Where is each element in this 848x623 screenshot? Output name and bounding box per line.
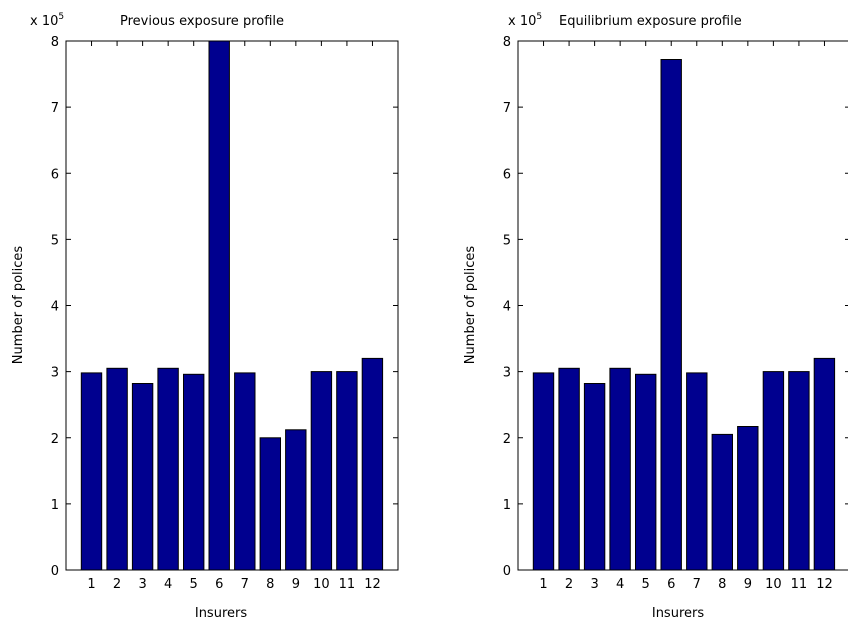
y-tick-label-4: 4 (503, 300, 511, 315)
bar-1 (80, 372, 103, 571)
y-tick-label-0: 0 (503, 564, 511, 579)
bar-11 (336, 371, 358, 571)
x-tick-label-3: 3 (590, 577, 598, 592)
y-tick-label-6: 6 (51, 167, 59, 182)
x-axis-label: Insurers (652, 606, 704, 621)
chart-panel-equilibrium: x 105 Equilibrium exposure profile Numbe… (463, 12, 848, 621)
bars (80, 40, 384, 571)
y-tick-label-5: 5 (503, 233, 511, 248)
bar-3 (131, 383, 154, 571)
x-tick-label-1: 1 (539, 577, 547, 592)
bar-8 (259, 437, 282, 571)
y-tick-label-5: 5 (51, 233, 59, 248)
y-tick-label-7: 7 (503, 101, 511, 116)
x-tick-label-9: 9 (292, 577, 300, 592)
bar-12 (361, 357, 384, 571)
x-tick-label-8: 8 (718, 577, 726, 592)
x-tick-label-2: 2 (113, 577, 121, 592)
x-tick-label-1: 1 (87, 577, 95, 592)
x-tick-label-5: 5 (642, 577, 650, 592)
x-tick-label-7: 7 (693, 577, 701, 592)
y-tick-label-0: 0 (51, 564, 59, 579)
plot-frame (517, 40, 848, 571)
x-tick-label-12: 12 (816, 577, 833, 592)
bar-7 (234, 372, 256, 571)
y-tick-label-1: 1 (503, 498, 511, 513)
x-tick-label-7: 7 (241, 577, 249, 592)
bar-3 (583, 383, 606, 571)
y-tick-label-2: 2 (503, 432, 511, 447)
bar-5 (635, 373, 657, 571)
bar-9 (285, 429, 307, 571)
y-axis-label: Number of polices (11, 246, 26, 365)
x-tick-label-4: 4 (616, 577, 624, 592)
x-tick-label-8: 8 (266, 577, 274, 592)
bar-7 (686, 372, 708, 571)
x-tick-label-12: 12 (364, 577, 381, 592)
bar-8 (711, 433, 733, 571)
x-tick-label-11: 11 (791, 577, 808, 592)
bar-11 (788, 371, 810, 571)
y-tick-label-3: 3 (503, 366, 511, 381)
x-tick-label-10: 10 (765, 577, 782, 592)
x-tick-label-5: 5 (190, 577, 198, 592)
y-tick-label-6: 6 (503, 167, 511, 182)
bar-2 (106, 367, 128, 571)
bar-10 (762, 371, 785, 571)
bar-5 (183, 373, 205, 571)
bar-6 (208, 40, 230, 571)
bar-10 (310, 371, 333, 571)
y-tick-label-4: 4 (51, 300, 59, 315)
x-tick-label-6: 6 (667, 577, 675, 592)
bar-4 (157, 367, 179, 571)
y-tick-label-3: 3 (51, 366, 59, 381)
bar-9 (737, 426, 759, 571)
y-tick-label-8: 8 (503, 35, 511, 50)
x-tick-label-4: 4 (164, 577, 172, 592)
chart-title: Equilibrium exposure profile (559, 14, 742, 29)
chart-panel-previous: x 105 Previous exposure profile Number o… (11, 12, 399, 621)
y-tick-label-8: 8 (51, 35, 59, 50)
x-tick-label-11: 11 (339, 577, 356, 592)
plot-frame (65, 40, 399, 571)
bar-2 (558, 367, 580, 571)
y-tick-label-2: 2 (51, 432, 59, 447)
x-tick-label-9: 9 (744, 577, 752, 592)
bar-6 (660, 59, 682, 571)
y-tick-label-1: 1 (51, 498, 59, 513)
x-tick-label-6: 6 (215, 577, 223, 592)
bar-1 (532, 372, 555, 571)
bar-4 (609, 367, 631, 571)
y-axis-label: Number of polices (463, 246, 478, 365)
bars (532, 59, 836, 571)
x-tick-label-3: 3 (138, 577, 146, 592)
chart-title: Previous exposure profile (120, 14, 284, 29)
x-axis-label: Insurers (195, 606, 247, 621)
bar-12 (813, 357, 836, 571)
y-scale-label: x 105 (30, 12, 64, 29)
x-tick-label-10: 10 (313, 577, 330, 592)
x-tick-label-2: 2 (565, 577, 573, 592)
y-tick-label-7: 7 (51, 101, 59, 116)
y-scale-label: x 105 (508, 12, 542, 29)
